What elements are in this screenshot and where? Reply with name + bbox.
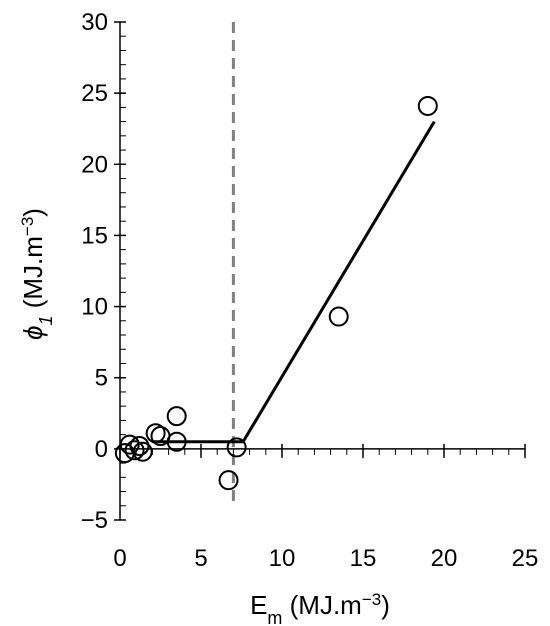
- data-point: [417, 95, 438, 116]
- x-tick-label: 25: [512, 545, 539, 572]
- y-tick-label: 20: [81, 151, 108, 178]
- x-tick-label: 10: [269, 545, 296, 572]
- fit-line: [152, 120, 436, 444]
- x-tick-label: 20: [431, 545, 458, 572]
- x-tick-label: 15: [350, 545, 377, 572]
- data-point: [166, 406, 187, 427]
- data-point: [124, 440, 145, 461]
- x-axis-label: Em (MJ.m−3): [250, 590, 390, 626]
- x-tick-label: 0: [113, 545, 126, 572]
- x-tick-label: 5: [194, 545, 207, 572]
- axes: [114, 21, 526, 521]
- data-point: [132, 441, 153, 462]
- y-tick-label: −5: [81, 507, 108, 534]
- y-tick-label: 10: [81, 294, 108, 321]
- y-tick-label: 25: [81, 80, 108, 107]
- y-tick-label: 15: [81, 222, 108, 249]
- y-tick-label: 0: [95, 436, 108, 463]
- y-axis-label: ϕ1 (MJ.m−3): [18, 208, 57, 340]
- data-point: [218, 470, 239, 491]
- data-point: [328, 306, 349, 327]
- data-point: [145, 423, 166, 444]
- data-point: [226, 437, 247, 458]
- y-tick-label: 5: [95, 365, 108, 392]
- points-layer: [114, 95, 438, 491]
- data-point: [166, 431, 187, 452]
- y-tick-label: 30: [81, 9, 108, 36]
- fit-line-layer: [152, 120, 436, 444]
